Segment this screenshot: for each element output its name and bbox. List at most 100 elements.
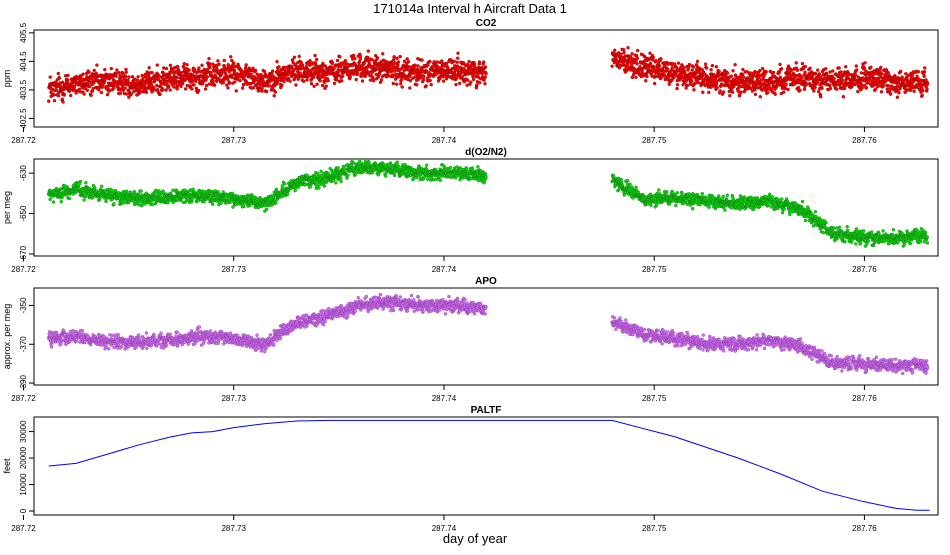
data-point: [278, 65, 281, 68]
data-point: [659, 57, 662, 60]
x-axis-label: day of year: [443, 531, 508, 546]
data-point: [309, 185, 312, 188]
data-point: [263, 70, 266, 73]
data-point: [69, 94, 72, 97]
data-point: [274, 201, 277, 204]
data-point: [799, 89, 802, 92]
x-tick-label: 287.72: [11, 265, 36, 274]
data-point: [316, 83, 319, 86]
data-point: [136, 79, 139, 82]
y-tick-label: 404.5: [19, 51, 28, 72]
data-point: [82, 73, 85, 76]
data-point: [631, 76, 634, 79]
data-point: [636, 57, 639, 60]
x-tick-label: 287.74: [432, 265, 457, 274]
data-point: [432, 65, 435, 68]
data-point: [107, 73, 110, 76]
data-point: [399, 55, 402, 58]
data-point: [327, 79, 330, 82]
x-tick-label: 287.73: [221, 136, 246, 145]
data-point: [436, 61, 439, 64]
data-point: [620, 181, 623, 184]
data-point: [191, 80, 194, 83]
data-point: [225, 84, 228, 87]
data-point: [855, 65, 858, 68]
data-point: [320, 170, 323, 173]
data-point: [197, 67, 200, 70]
data-point: [128, 76, 131, 79]
data-point: [205, 84, 208, 87]
data-point: [818, 72, 821, 75]
data-point: [169, 89, 172, 92]
data-point: [829, 87, 832, 90]
data-point: [244, 66, 247, 69]
data-point: [356, 72, 359, 75]
data-point: [611, 65, 614, 68]
data-point: [782, 91, 785, 94]
data-point: [821, 87, 824, 90]
y-tick-label: 403.5: [19, 79, 28, 100]
data-point: [236, 72, 239, 75]
data-point: [132, 193, 135, 196]
data-point: [290, 179, 293, 182]
data-point: [228, 82, 231, 85]
data-point: [399, 82, 402, 85]
data-point: [653, 82, 656, 85]
data-point: [422, 75, 425, 78]
data-point: [396, 57, 399, 60]
data-point: [613, 49, 616, 52]
data-point: [649, 62, 652, 65]
data-point: [218, 63, 221, 66]
data-point: [835, 88, 838, 91]
data-point: [734, 63, 737, 66]
y-tick-label: 405.5: [19, 22, 28, 43]
data-point: [711, 64, 714, 67]
data-point: [114, 72, 117, 75]
data-point: [899, 70, 902, 73]
data-point: [641, 69, 644, 72]
data-point: [55, 89, 58, 92]
data-point: [668, 83, 671, 86]
data-point: [231, 192, 234, 195]
data-point: [472, 78, 475, 81]
data-point: [212, 79, 215, 82]
data-point: [312, 76, 315, 79]
data-point: [161, 88, 164, 91]
data-point: [299, 72, 302, 75]
data-point: [676, 83, 679, 86]
data-point: [401, 86, 404, 89]
data-point: [265, 208, 268, 211]
data-point: [159, 93, 162, 96]
data-point: [421, 59, 424, 62]
data-point: [83, 93, 86, 96]
data-point: [881, 72, 884, 75]
data-point: [826, 78, 829, 81]
data-point: [110, 67, 113, 70]
data-point: [742, 76, 745, 79]
data-point: [83, 199, 86, 202]
data-point: [387, 75, 390, 78]
data-point: [393, 174, 396, 177]
data-point: [167, 85, 170, 88]
data-point: [323, 81, 326, 84]
data-point: [271, 70, 274, 73]
data-point: [344, 59, 347, 62]
data-point: [268, 84, 271, 87]
data-point: [732, 69, 735, 72]
data-point: [395, 83, 398, 86]
data-point: [188, 69, 191, 72]
data-point: [283, 182, 286, 185]
series-1: [47, 50, 487, 104]
data-point: [649, 52, 652, 55]
data-point: [304, 183, 307, 186]
data-point: [60, 200, 63, 203]
data-point: [208, 57, 211, 60]
data-point: [211, 203, 214, 206]
data-point: [98, 88, 101, 91]
data-point: [331, 62, 334, 65]
data-point: [125, 68, 128, 71]
data-point: [47, 100, 50, 103]
data-point: [445, 62, 448, 65]
